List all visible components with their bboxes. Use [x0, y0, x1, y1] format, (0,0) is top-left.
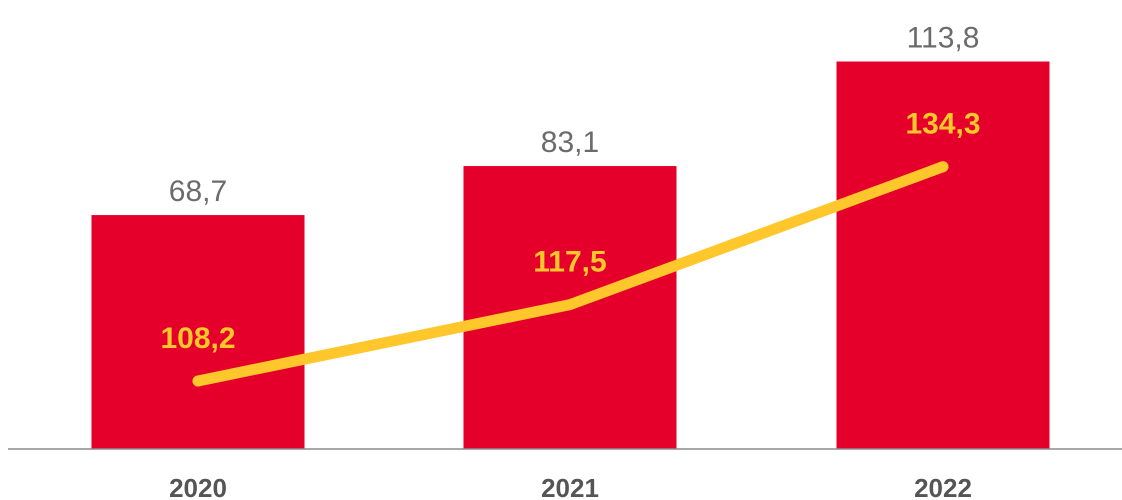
bar-value-label-2022: 113,8	[907, 22, 980, 55]
line-point-2021	[564, 299, 576, 311]
x-tick-label-2020: 2020	[169, 473, 227, 500]
bar-2020	[91, 215, 305, 449]
line-point-2020	[192, 375, 204, 387]
line-value-label-2020: 108,2	[160, 322, 235, 355]
x-tick-label-2021: 2021	[541, 473, 599, 500]
data-labels: 68,7 83,1 113,8 108,2 117,5 134,3	[160, 22, 980, 355]
bar-value-label-2020: 68,7	[169, 175, 227, 208]
line-value-label-2021: 117,5	[533, 246, 606, 279]
bar-value-label-2021: 83,1	[541, 126, 599, 159]
line-value-label-2022: 134,3	[905, 108, 980, 141]
x-tick-label-2022: 2022	[914, 473, 972, 500]
bar-2022	[836, 61, 1050, 450]
line-series	[192, 161, 949, 387]
x-tick-labels: 2020 2021 2022	[169, 473, 972, 500]
line-point-2022	[937, 161, 949, 173]
